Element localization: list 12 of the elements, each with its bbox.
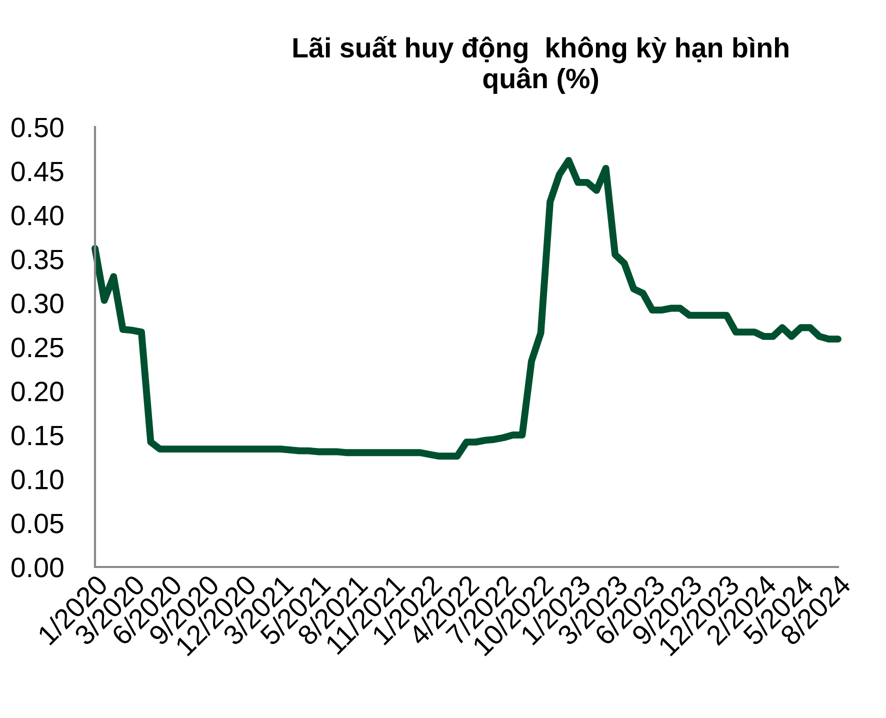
y-tick-label: 0.25 bbox=[11, 338, 64, 358]
chart-title: Lãi suất huy động không kỳ hạn bình quân (%) bbox=[293, 36, 788, 94]
y-tick-label: 0.45 bbox=[11, 162, 64, 182]
y-tick-label: 0.30 bbox=[11, 294, 64, 314]
y-tick-label: 0.10 bbox=[11, 470, 64, 490]
y-tick-label: 0.15 bbox=[11, 426, 64, 446]
y-tick-label: 0.50 bbox=[11, 118, 64, 138]
y-tick-label: 0.35 bbox=[11, 250, 64, 270]
y-tick-label: 0.20 bbox=[11, 382, 64, 402]
y-tick-label: 0.40 bbox=[11, 206, 64, 226]
y-tick-label: 0.05 bbox=[11, 514, 64, 534]
y-tick-label: 0.00 bbox=[11, 558, 64, 578]
